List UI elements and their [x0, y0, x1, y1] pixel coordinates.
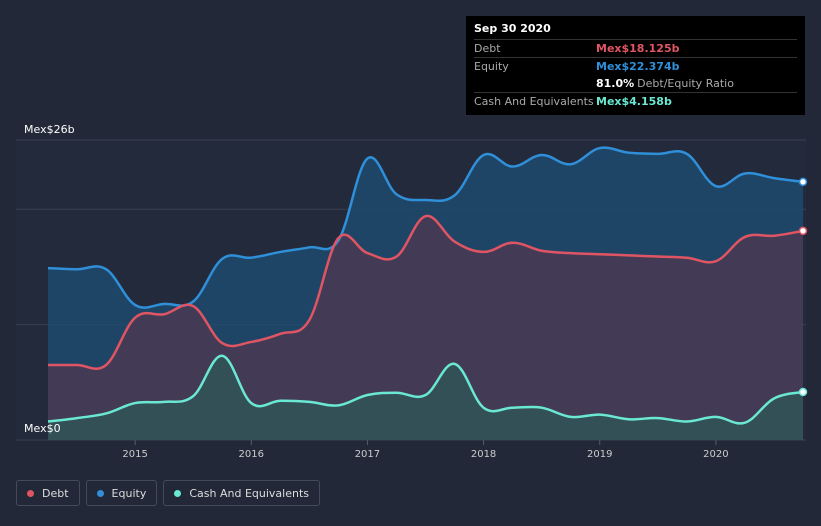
- equity-end-marker: [798, 177, 808, 187]
- equity-dot-icon: [96, 489, 104, 497]
- tooltip-date: Sep 30 2020: [474, 22, 551, 35]
- tooltip-cash-row: Cash And Equivalents Mex$4.158b: [474, 92, 797, 110]
- tooltip-equity-value: Mex$22.374b: [596, 60, 680, 73]
- y-axis-bottom-label: Mex$0: [24, 422, 61, 435]
- x-tick-label: 2015: [122, 449, 147, 460]
- x-tick-label: 2018: [471, 449, 496, 460]
- equity-line: [47, 146, 804, 309]
- tooltip-equity-row: Equity Mex$22.374b: [474, 57, 797, 75]
- y-axis-top-label: Mex$26b: [24, 123, 75, 136]
- legend-item-debt[interactable]: Debt: [16, 480, 80, 506]
- tooltip-cash-label: Cash And Equivalents: [474, 95, 594, 108]
- tooltip-debt-row: Debt Mex$18.125b: [474, 39, 797, 57]
- tooltip-debt-label: Debt: [474, 42, 501, 55]
- legend-cash-label: Cash And Equivalents: [189, 486, 309, 500]
- tooltip-debt-value: Mex$18.125b: [596, 42, 680, 55]
- legend-equity-label: Equity: [111, 486, 147, 500]
- x-tick-label: 2017: [355, 449, 380, 460]
- tooltip-cash-value: Mex$4.158b: [596, 95, 672, 108]
- cash-end-marker: [798, 387, 808, 397]
- cash-line: [47, 354, 804, 425]
- x-tick-label: 2020: [703, 449, 728, 460]
- cash-dot-icon: [174, 489, 182, 497]
- tooltip-ratio-value: 81.0%: [596, 77, 635, 90]
- chart-lines: [47, 146, 804, 425]
- legend-item-equity[interactable]: Equity: [85, 480, 158, 506]
- legend-item-cash[interactable]: Cash And Equivalents: [163, 480, 320, 506]
- x-tick-label: 2016: [239, 449, 264, 460]
- debt-end-marker: [798, 226, 808, 236]
- chart-legend: Debt Equity Cash And Equivalents: [16, 480, 320, 506]
- tooltip-ratio-row: 81.0% Debt/Equity Ratio: [474, 75, 797, 92]
- cash-area: [48, 355, 803, 440]
- debt-dot-icon: [27, 489, 34, 497]
- chart-end-markers: [798, 177, 808, 397]
- tooltip-ratio-label: Debt/Equity Ratio: [637, 77, 734, 90]
- tooltip-equity-label: Equity: [474, 60, 509, 73]
- legend-debt-label: Debt: [42, 486, 69, 500]
- chart-areas: [48, 147, 803, 440]
- x-axis-ticks: 2015 2016 2017 2018 2019 2020: [122, 440, 729, 460]
- chart-tooltip: Sep 30 2020 Debt Mex$18.125b Equity Mex$…: [466, 16, 805, 115]
- debt-line: [48, 214, 804, 370]
- x-tick-label: 2019: [587, 449, 612, 460]
